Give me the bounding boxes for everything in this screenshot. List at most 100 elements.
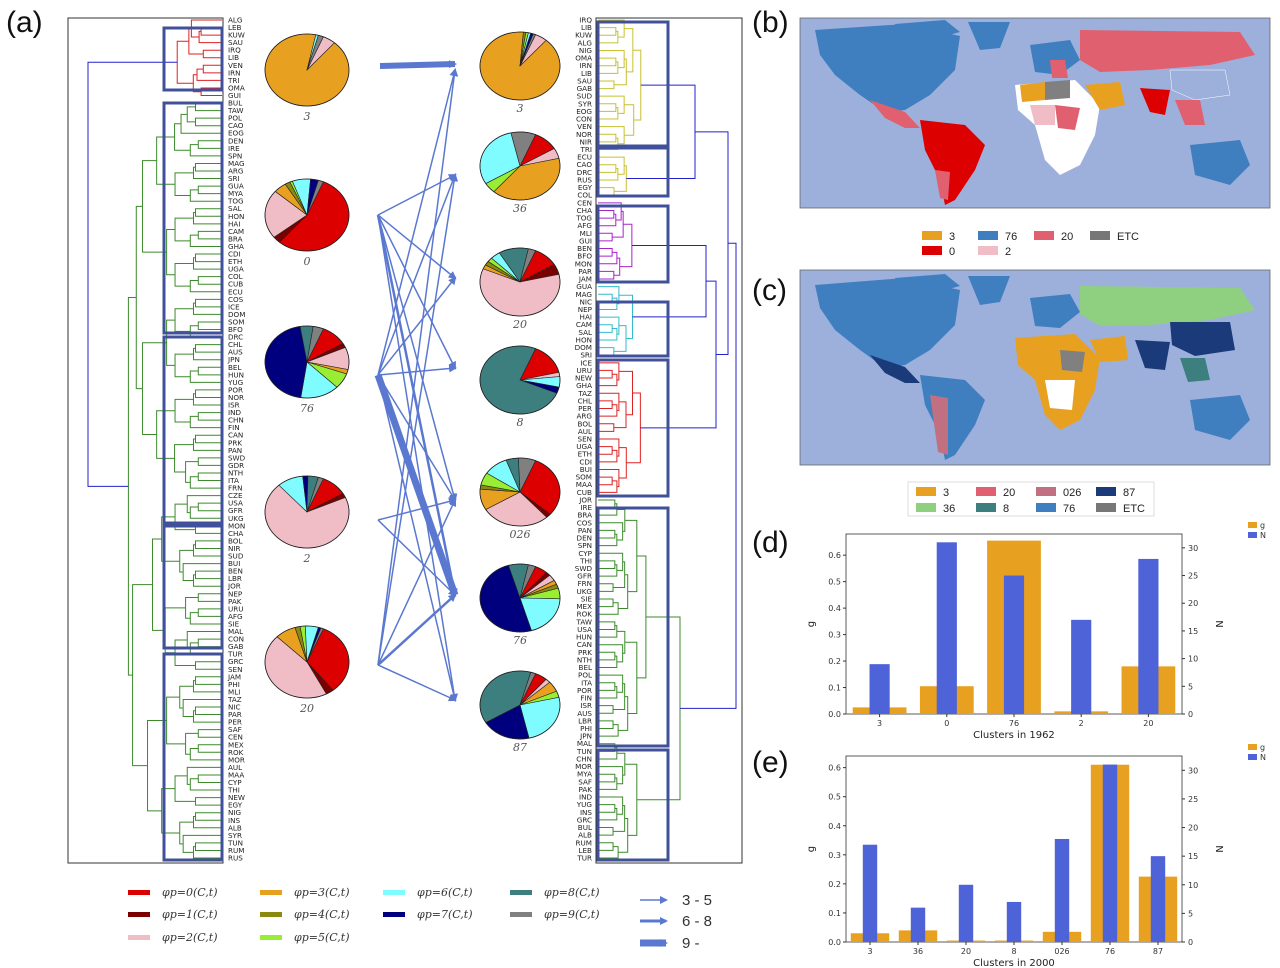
country-label: LBR <box>228 574 242 583</box>
dendrogram-branch <box>197 502 222 512</box>
country-label: MEX <box>576 602 592 611</box>
transition-arrow <box>377 68 459 666</box>
dendrogram-branch <box>598 655 618 669</box>
country-label: CON <box>228 635 244 644</box>
dendrogram-branch <box>598 30 619 44</box>
dendrogram-branch <box>618 696 629 731</box>
country-label: HON <box>576 335 592 344</box>
country-label: ICE <box>580 358 592 367</box>
country-label: BRA <box>577 511 592 520</box>
map-legend-label: ETC <box>1117 231 1139 243</box>
dendrogram-branch <box>189 415 222 429</box>
map-legend-label: 3 <box>943 487 949 499</box>
dendrogram-branch <box>166 229 176 276</box>
dendrogram-branch <box>194 298 222 308</box>
dendrogram-branch <box>598 583 614 592</box>
country-label: CUB <box>228 280 243 289</box>
pie-2000-8-outline <box>479 345 561 415</box>
country-label: TAZ <box>577 389 592 398</box>
map-legend-swatch <box>916 503 936 512</box>
dendrogram-branch <box>598 297 618 310</box>
map-legend-label: 87 <box>1123 487 1135 499</box>
country-label: PHI <box>228 680 240 689</box>
map-legend-swatch <box>1090 231 1110 240</box>
country-label: SAL <box>228 204 242 213</box>
country-label: INS <box>580 808 592 817</box>
dendrogram-branch <box>174 775 196 802</box>
pies-1962: 3 0 76 2 20 <box>264 33 350 715</box>
pies-2000: 3 36 20 8 026 76 87 <box>479 31 561 754</box>
dendrogram-branch <box>618 817 629 853</box>
legend-swatch-phi5 <box>260 935 282 940</box>
country-label: VEN <box>228 61 243 70</box>
country-label: ECU <box>228 287 243 296</box>
legend-swatch-g <box>1248 522 1257 528</box>
country-label: COS <box>577 518 593 527</box>
dendrogram-branch <box>166 319 176 366</box>
arrow-width-label: 3 - 5 <box>682 892 712 909</box>
map-legend-label: 20 <box>1061 231 1073 243</box>
pie-2000-36-outline <box>479 131 561 201</box>
country-label: GUI <box>579 236 592 245</box>
country-label: ALG <box>228 16 243 25</box>
dendrogram-branch <box>598 644 624 663</box>
dendrogram-branch <box>616 630 626 654</box>
country-label: MAL <box>577 739 592 748</box>
dendrogram-branch <box>598 316 620 335</box>
x-tick-label: 2 <box>1079 719 1084 728</box>
dendrogram-branch <box>192 710 222 723</box>
y-tick-label: 0.2 <box>828 657 841 666</box>
cluster-box <box>162 101 224 335</box>
pie-2000-label: 87 <box>513 741 527 754</box>
country-label: UKG <box>228 514 244 523</box>
dendrogram-branch <box>598 796 624 815</box>
country-label: LBR <box>578 716 592 725</box>
country-label: POR <box>577 686 592 695</box>
country-label: PAN <box>578 526 592 535</box>
country-label: NTH <box>228 468 243 477</box>
cluster-box <box>596 20 670 148</box>
country-label: BEN <box>577 244 592 253</box>
country-label: GRC <box>228 657 243 666</box>
dendrogram-branch <box>598 522 624 541</box>
country-label: INS <box>228 816 240 825</box>
legend-swatch-phi9 <box>510 912 532 917</box>
dendrogram-branch <box>598 529 616 539</box>
dendrogram-branch <box>598 476 613 486</box>
dendrogram-branch <box>598 438 620 457</box>
dendrogram-branch <box>194 208 222 217</box>
dendrogram-branch <box>189 612 222 625</box>
dendrogram-branch <box>156 410 176 459</box>
x-tick-label: 3 <box>867 947 872 956</box>
legend-label-g: g <box>1260 521 1265 530</box>
country-label: GDR <box>228 461 244 470</box>
dendrogram-branch <box>197 457 222 466</box>
dendrogram-branch <box>189 370 222 383</box>
country-label: THI <box>579 556 592 565</box>
dendrogram-branch <box>194 344 222 353</box>
y-right-tick-label: 30 <box>1188 544 1198 553</box>
dendrogram-branch <box>613 325 627 352</box>
bar-N <box>936 542 957 714</box>
dendrogram-branch <box>194 676 222 685</box>
arrow-width-legend: 3 - 5 6 - 8 9 - <box>640 892 712 952</box>
transition-arrow <box>377 173 459 666</box>
country-label: ISR <box>228 401 240 410</box>
y-right-tick-label: 10 <box>1188 881 1198 890</box>
country-label: KUW <box>228 31 245 40</box>
country-label: SAF <box>228 725 242 734</box>
dendrogram-branch <box>624 519 638 593</box>
country-label: COL <box>577 191 592 200</box>
dendrogram-branch <box>192 302 222 315</box>
bar-N <box>1006 901 1022 942</box>
dendrogram-branch <box>197 321 222 331</box>
dendrogram-branch <box>194 117 222 127</box>
country-label: GUA <box>576 282 592 291</box>
dendrogram-branch <box>192 212 222 225</box>
country-label: PER <box>578 404 592 413</box>
country-label: THI <box>227 786 240 795</box>
country-label: CAO <box>228 121 244 130</box>
dendrogram-branch <box>598 625 618 638</box>
dendrogram-branch <box>618 370 633 416</box>
dendrogram-branch <box>618 294 633 340</box>
